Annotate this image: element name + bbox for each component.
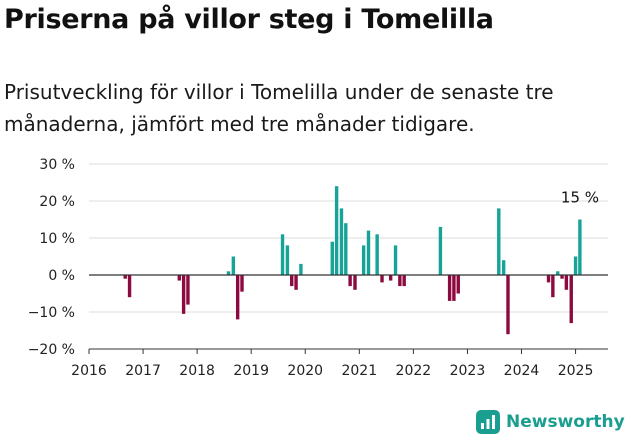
bar <box>353 275 357 290</box>
bar <box>231 256 236 275</box>
bar <box>285 245 290 275</box>
axes <box>88 274 608 354</box>
bar <box>506 275 510 335</box>
bar <box>551 275 555 298</box>
bar <box>447 275 452 301</box>
bar <box>438 226 443 275</box>
x-tick-label: 2019 <box>233 363 269 379</box>
x-tick-label: 2024 <box>504 363 540 379</box>
last-value-annotation: 15 % <box>561 189 599 207</box>
brand: Newsworthy <box>476 408 625 436</box>
y-tick-label: −20 % <box>28 342 75 358</box>
x-tick-label: 2025 <box>558 363 594 379</box>
bar <box>366 230 371 275</box>
bar <box>235 275 240 320</box>
tick-labels: −20 % −10 % 0 % 10 % 20 % 30 % 2016 2017 2018 201… <box>28 157 599 379</box>
bar <box>123 275 127 279</box>
bar <box>573 256 578 275</box>
x-tick-label: 2017 <box>125 363 161 379</box>
bar <box>393 245 398 275</box>
bars <box>123 186 582 335</box>
bar <box>280 234 285 275</box>
bar <box>344 223 348 275</box>
bar <box>299 263 303 275</box>
y-tick-label: 10 % <box>39 231 75 247</box>
bar <box>177 275 181 281</box>
grid-lines <box>89 163 608 350</box>
bar <box>290 275 294 287</box>
bar <box>501 260 506 275</box>
bar <box>127 275 132 298</box>
bar <box>226 271 231 275</box>
bar <box>181 275 186 314</box>
bar <box>339 208 344 275</box>
x-tick-label: 2018 <box>179 363 215 379</box>
bar <box>388 275 393 281</box>
y-tick-label: −10 % <box>28 305 75 321</box>
brand-name: Newsworthy <box>506 412 625 432</box>
y-tick-label: 30 % <box>39 157 75 173</box>
bar <box>334 186 339 275</box>
bar <box>398 275 402 287</box>
newsworthy-logo-icon <box>476 410 500 434</box>
x-tick-label: 2023 <box>450 363 486 379</box>
bar <box>330 241 334 275</box>
x-tick-label: 2021 <box>341 363 377 379</box>
bar <box>569 275 573 324</box>
bar <box>348 275 352 287</box>
x-tick-label: 2020 <box>287 363 323 379</box>
chart-subtitle: Prisutveckling för villor i Tomelilla un… <box>4 80 554 136</box>
bar <box>560 275 564 279</box>
bar <box>380 275 384 283</box>
bar <box>556 271 560 275</box>
chart-title: Priserna på villor steg i Tomelilla <box>4 4 494 35</box>
bar <box>375 234 379 275</box>
y-tick-label: 20 % <box>39 194 75 210</box>
bar <box>452 275 456 301</box>
x-tick-label: 2016 <box>71 363 107 379</box>
y-tick-label: 0 % <box>48 268 75 284</box>
bar <box>578 219 582 275</box>
bar <box>361 245 366 275</box>
bar <box>294 275 298 290</box>
bar <box>240 275 244 292</box>
bar <box>186 275 190 305</box>
x-tick-label: 2022 <box>396 363 432 379</box>
bar <box>546 275 551 283</box>
bar <box>456 275 460 294</box>
bar <box>564 275 569 290</box>
bar <box>402 275 406 287</box>
bar <box>497 208 501 275</box>
